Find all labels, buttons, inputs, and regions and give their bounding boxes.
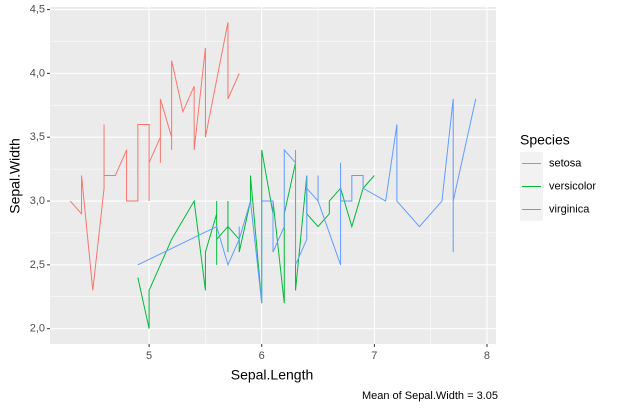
- series-line: [69, 22, 240, 291]
- series-line: [137, 98, 477, 304]
- y-tick-label: 3,0: [30, 195, 45, 207]
- legend-title: Species: [520, 132, 570, 148]
- legend-label: versicolor: [549, 180, 596, 192]
- x-tick-label: 8: [484, 350, 490, 362]
- x-tick-label: 7: [371, 350, 377, 362]
- legend-label: setosa: [549, 157, 582, 169]
- y-tick-label: 4,5: [30, 3, 45, 15]
- panel-background: [50, 7, 496, 344]
- y-axis-title: Sepal.Width: [7, 138, 23, 213]
- x-tick-label: 6: [259, 350, 265, 362]
- y-tick-label: 2,5: [30, 259, 45, 271]
- y-tick-label: 3,5: [30, 131, 45, 143]
- y-tick-label: 2,0: [30, 323, 45, 335]
- y-tick-label: 4,0: [30, 67, 45, 79]
- legend-label: virginica: [549, 203, 590, 215]
- x-tick-label: 5: [146, 350, 152, 362]
- caption: Mean of Sepal.Width = 3.05: [362, 390, 498, 402]
- series-line: [137, 149, 375, 329]
- x-axis-title: Sepal.Length: [231, 367, 314, 383]
